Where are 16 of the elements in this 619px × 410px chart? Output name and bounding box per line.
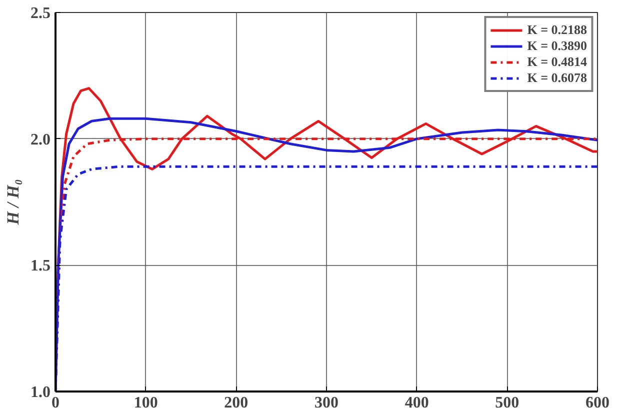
y-tick-label: 2.0 bbox=[30, 131, 50, 148]
y-tick-label: 1.0 bbox=[30, 384, 50, 401]
y-axis-title: H / H₀ bbox=[4, 179, 22, 226]
legend-label: K = 0.4814 bbox=[527, 54, 587, 70]
x-tick-label: 200 bbox=[224, 394, 248, 410]
x-tick-label: 400 bbox=[404, 394, 429, 410]
x-tick-label: 100 bbox=[134, 394, 158, 410]
legend-label: K = 0.6078 bbox=[527, 70, 587, 86]
y-tick-label: 2.5 bbox=[30, 5, 50, 22]
x-tick-label: 500 bbox=[495, 394, 520, 410]
x-tick-label: 0 bbox=[52, 394, 60, 410]
legend-label: K = 0.2188 bbox=[527, 22, 587, 38]
x-tick-label: 300 bbox=[314, 394, 338, 410]
x-tick-label: 600 bbox=[586, 394, 610, 410]
y-tick-label: 1.5 bbox=[30, 258, 50, 275]
legend-label: K = 0.3890 bbox=[527, 38, 587, 54]
